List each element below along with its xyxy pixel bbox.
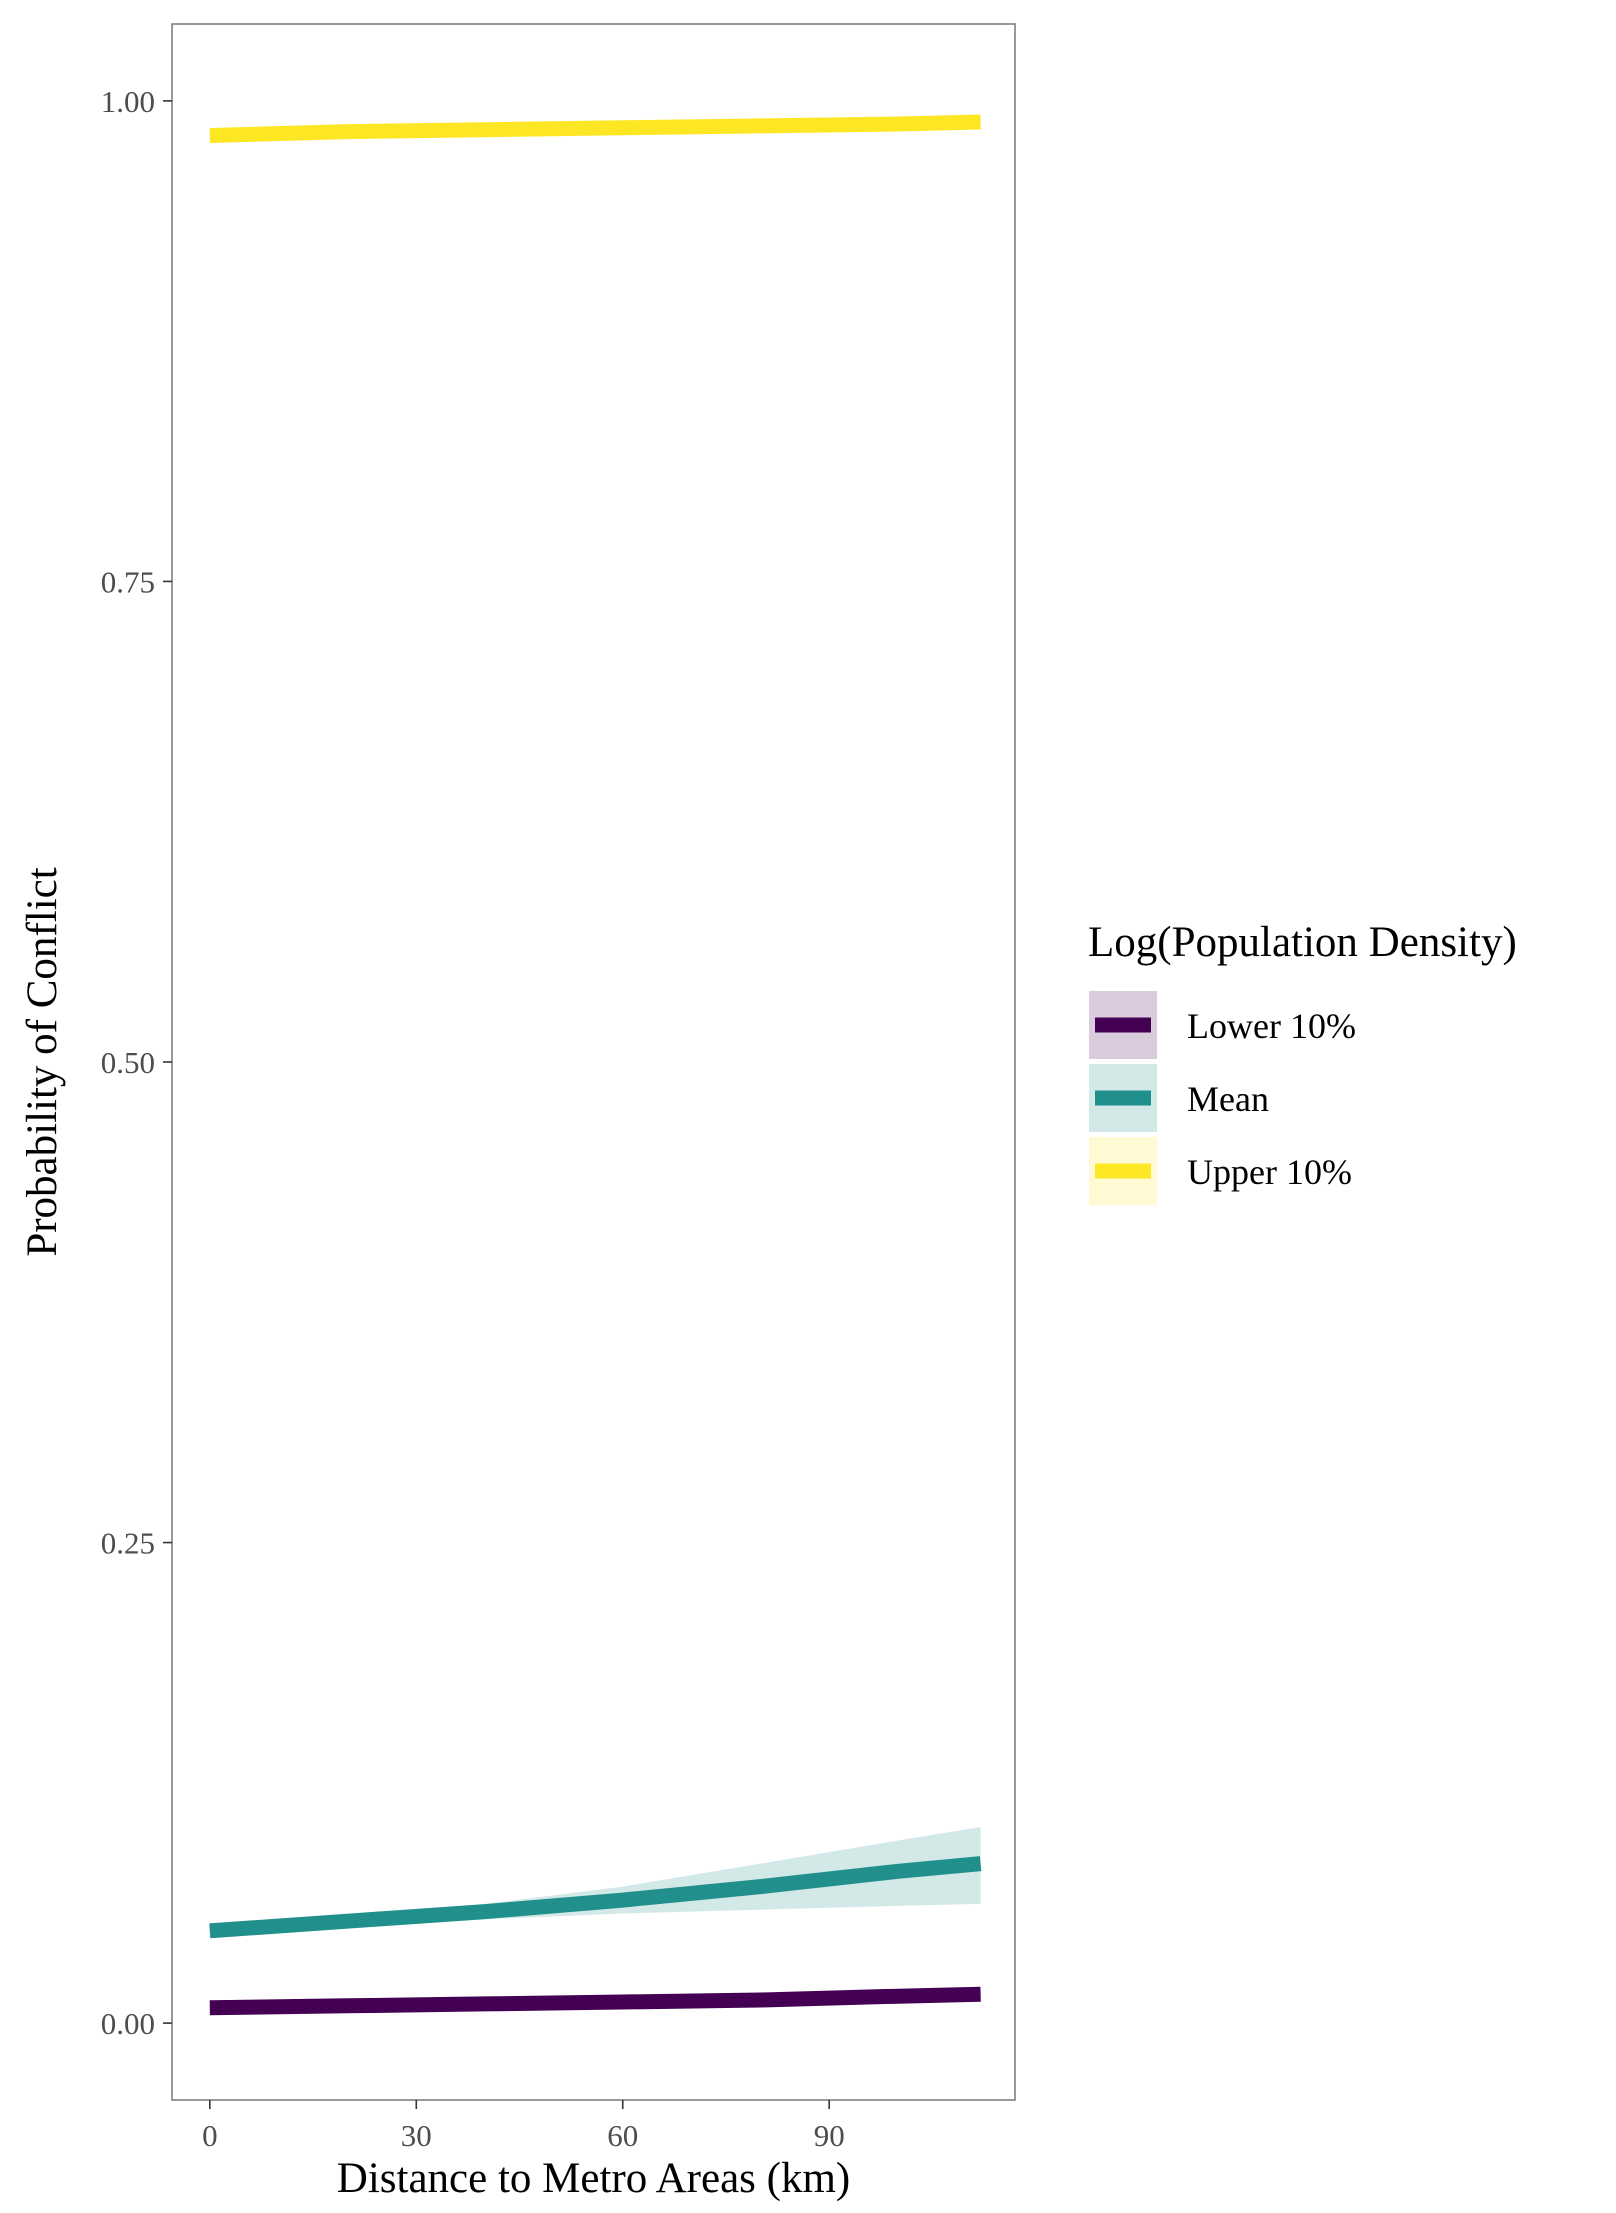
x-tick-label: 30 (401, 2118, 432, 2153)
confidence-bands (209, 120, 981, 2010)
y-axis-title: Probability of Conflict (19, 867, 66, 1256)
y-tick-label: 0.75 (101, 564, 155, 599)
y-tick-label: 0.50 (101, 1045, 155, 1080)
legend-label: Lower 10% (1187, 1006, 1356, 1046)
legend: Log(Population Density) Lower 10% Mean Upp… (1087, 919, 1517, 1207)
x-tick-label: 0 (202, 2118, 218, 2153)
legend-label: Mean (1187, 1079, 1269, 1119)
x-tick-label: 60 (607, 2118, 638, 2153)
y-tick-label: 0.00 (101, 2006, 155, 2041)
axes: 0.00 0.25 0.50 0.75 1.00 0 30 60 90 (101, 84, 845, 2153)
line-upper-10 (209, 114, 981, 143)
panel-border (171, 23, 1016, 2101)
y-tick-label: 1.00 (101, 84, 155, 119)
series-lines (209, 114, 982, 2016)
legend-label: Upper 10% (1187, 1152, 1352, 1192)
legend-title: Log(Population Density) (1088, 919, 1517, 966)
y-tick-label: 0.25 (101, 1526, 155, 1561)
x-axis-title: Distance to Metro Areas (km) (337, 2155, 850, 2202)
line-lower-10 (209, 1986, 981, 2016)
line-mean (209, 1856, 982, 1939)
x-tick-label: 90 (814, 2118, 845, 2153)
